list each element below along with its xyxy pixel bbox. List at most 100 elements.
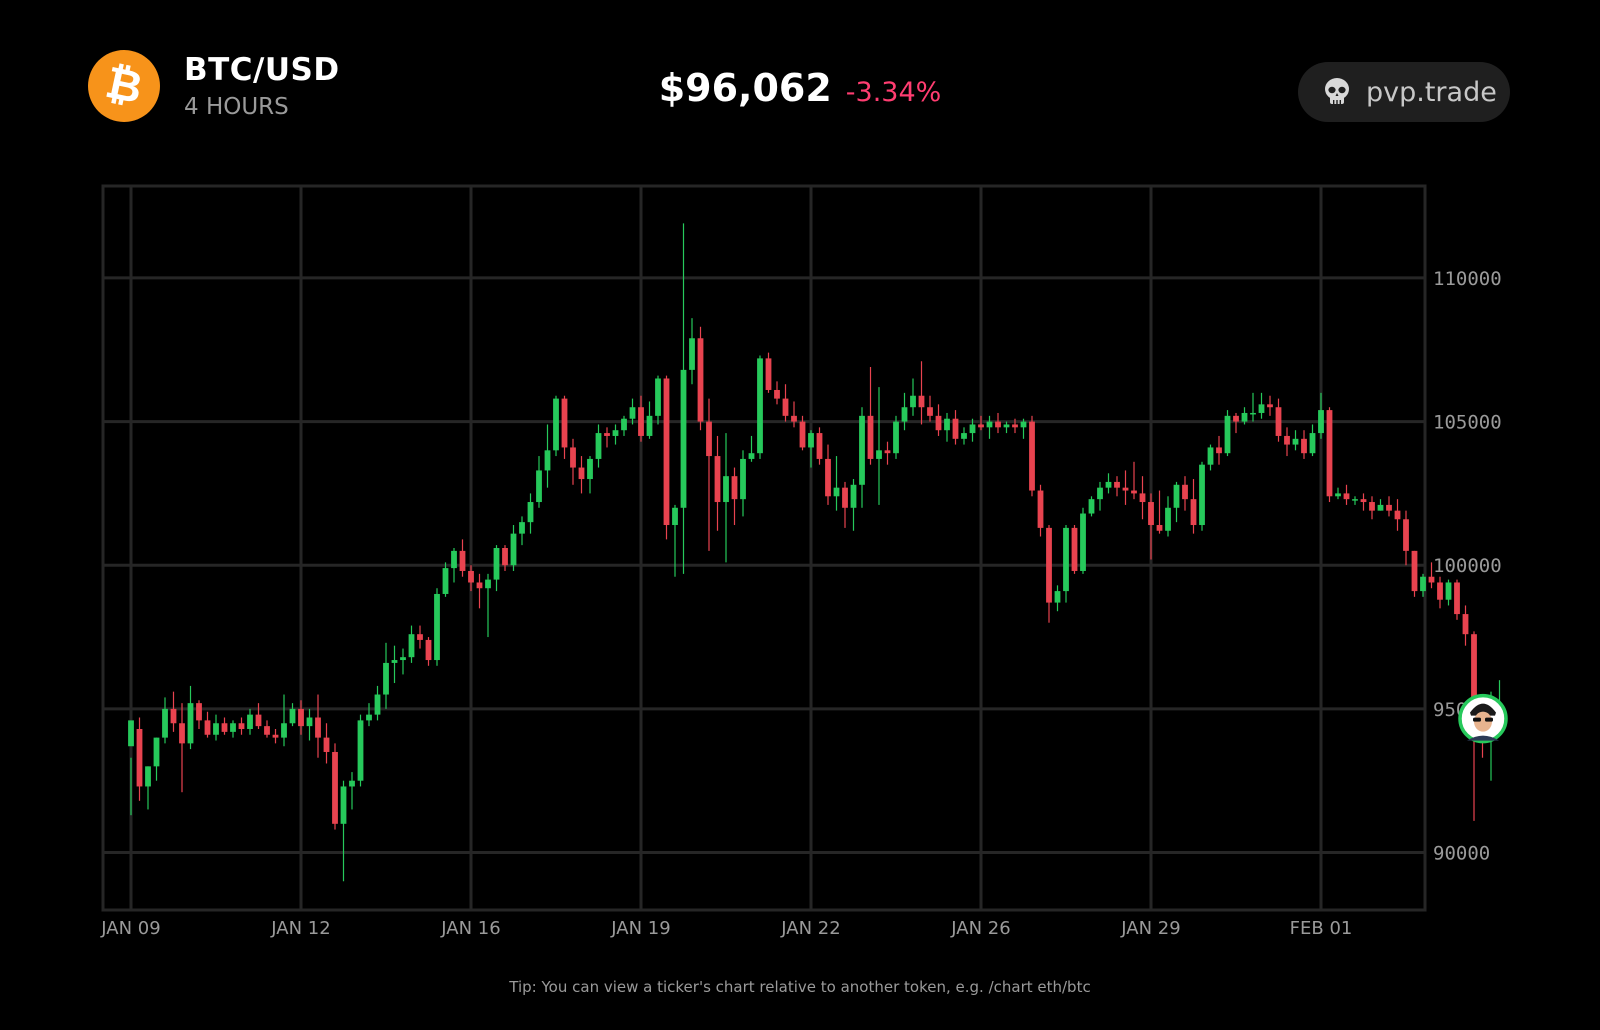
candle-body xyxy=(859,415,865,485)
y-tick-label: 90000 xyxy=(1433,843,1490,865)
candle-body xyxy=(349,780,355,787)
candle-body xyxy=(1292,438,1299,445)
candle-body xyxy=(774,389,780,399)
candle-body xyxy=(357,720,364,781)
candle-body xyxy=(272,734,279,738)
candle-body xyxy=(680,369,687,508)
candle-body xyxy=(1428,576,1435,583)
candle-body xyxy=(969,424,976,434)
candle-body xyxy=(561,398,568,448)
price-change: -3.34% xyxy=(845,77,942,108)
candle-body xyxy=(247,714,253,729)
x-tick-label: FEB 01 xyxy=(1290,918,1353,939)
candle-body xyxy=(153,737,160,767)
interval-label: 4 HOURS xyxy=(184,94,289,120)
current-price: $96,062 xyxy=(658,66,832,110)
skull-icon xyxy=(1325,78,1349,104)
candle-body xyxy=(383,662,389,695)
candle-body xyxy=(128,720,134,747)
candle-body xyxy=(1097,487,1103,500)
candle-body xyxy=(663,378,670,526)
candle-body xyxy=(587,458,593,480)
candle-body xyxy=(1199,464,1205,526)
candle-body xyxy=(1360,499,1367,503)
candle-body xyxy=(519,522,525,534)
candle-body xyxy=(1411,550,1418,592)
candle-body xyxy=(1275,407,1282,436)
candle-body xyxy=(476,582,483,589)
candle-body xyxy=(1318,410,1324,434)
candle-body xyxy=(697,338,704,422)
candle-body xyxy=(1080,513,1086,571)
candle-body xyxy=(748,453,755,459)
candle-body xyxy=(1241,412,1248,422)
candle-body xyxy=(1437,582,1443,600)
candle-body xyxy=(289,708,296,724)
x-tick-label: JAN 26 xyxy=(950,918,1010,939)
candle-body xyxy=(1131,490,1137,494)
candle-body xyxy=(145,766,151,787)
candle-body xyxy=(1462,614,1469,635)
candle-body xyxy=(935,415,942,431)
candle-body xyxy=(1326,410,1333,497)
candle-body xyxy=(604,433,610,436)
y-tick-label: 105000 xyxy=(1433,412,1502,434)
candle-body xyxy=(850,484,857,508)
candle-body xyxy=(952,418,959,439)
candle-body xyxy=(927,407,933,416)
candle-body xyxy=(1233,415,1239,422)
candle-body xyxy=(442,568,449,594)
candle-body xyxy=(842,487,848,508)
candle-body xyxy=(323,737,330,752)
y-tick-label: 110000 xyxy=(1433,268,1502,290)
candle-body xyxy=(731,476,738,500)
brand-badge[interactable]: pvp.trade xyxy=(1298,62,1510,122)
x-tick-label: JAN 12 xyxy=(270,918,330,939)
candle-body xyxy=(629,407,636,419)
candle-body xyxy=(833,487,840,497)
candle-body xyxy=(459,550,466,571)
candle-body xyxy=(901,407,908,422)
candle-body xyxy=(765,358,772,390)
candle-body xyxy=(527,502,534,523)
candle-body xyxy=(893,421,899,454)
candle-body xyxy=(1250,412,1256,415)
candle-body xyxy=(544,450,551,471)
candle-body xyxy=(391,660,398,663)
candle-body xyxy=(493,548,500,580)
candle-body xyxy=(1122,487,1129,491)
candle-body xyxy=(1165,507,1171,531)
x-tick-label: JAN 29 xyxy=(1120,918,1180,939)
candle-body xyxy=(136,729,143,787)
candle-body xyxy=(281,723,287,738)
candle-body xyxy=(1029,421,1035,491)
candle-body xyxy=(170,708,177,724)
candle-body xyxy=(1020,421,1027,428)
candle-body xyxy=(1284,435,1290,445)
candle-body xyxy=(1445,582,1452,600)
candle-body xyxy=(1003,424,1010,428)
tip-text: Tip: You can view a ticker's chart relat… xyxy=(509,978,1091,996)
candle-body xyxy=(1352,499,1358,501)
candle-body xyxy=(1173,484,1180,508)
candle-body xyxy=(502,548,508,566)
candle-body xyxy=(910,395,916,408)
candle-body xyxy=(876,450,882,459)
candle-body xyxy=(1063,527,1069,592)
candle-body xyxy=(1207,447,1214,465)
candle-body xyxy=(791,415,797,422)
candle-body xyxy=(1139,493,1146,503)
candle-body xyxy=(978,424,984,428)
candle-body xyxy=(1156,525,1163,531)
candle-body xyxy=(918,395,925,408)
candle-body xyxy=(536,470,542,503)
candle-body xyxy=(1471,634,1477,701)
candle-body xyxy=(1088,499,1095,514)
price-display: $96,062 -3.34% xyxy=(0,66,1600,110)
x-tick-label: JAN 09 xyxy=(100,918,160,939)
candle-body xyxy=(1309,433,1316,454)
candle-body xyxy=(944,418,950,431)
brand-name: pvp.trade xyxy=(1366,76,1497,108)
candle-body xyxy=(1403,519,1409,551)
